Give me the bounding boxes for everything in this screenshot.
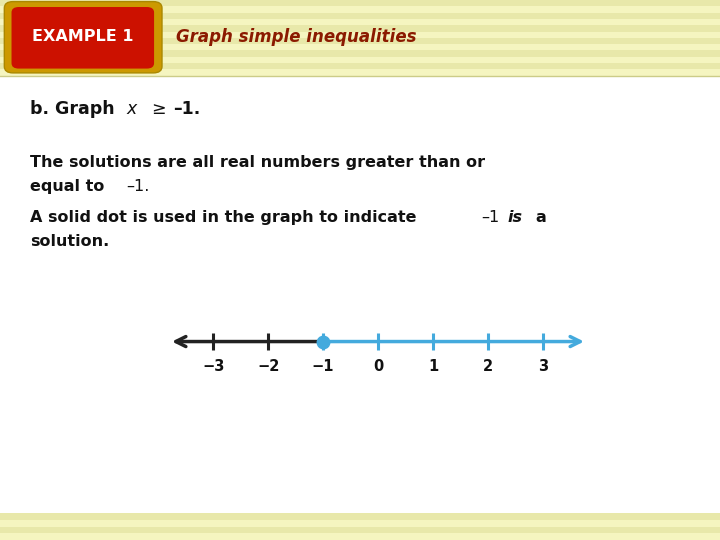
Text: equal to: equal to	[30, 179, 104, 194]
Text: solution.: solution.	[30, 234, 109, 249]
Bar	[0, 25, 720, 31]
Bar	[0, 6, 720, 12]
Text: A solid dot is used in the graph to indicate: A solid dot is used in the graph to indi…	[30, 210, 417, 225]
Bar	[0, 513, 720, 519]
Text: a: a	[536, 210, 546, 225]
Bar	[0, 526, 720, 534]
Text: The solutions are all real numbers greater than or: The solutions are all real numbers great…	[30, 154, 485, 170]
Bar	[0, 19, 720, 25]
Bar	[0, 519, 720, 526]
Text: EXAMPLE 1: EXAMPLE 1	[32, 29, 133, 44]
Text: 1: 1	[428, 359, 438, 374]
Text: −1: −1	[312, 359, 334, 374]
Bar	[0, 0, 720, 6]
Bar	[0, 38, 720, 44]
Bar	[0, 12, 720, 19]
Bar	[0, 76, 720, 518]
Bar	[0, 534, 720, 540]
Text: –1: –1	[481, 210, 499, 225]
Text: 3: 3	[538, 359, 548, 374]
Text: is: is	[508, 210, 523, 225]
Text: −3: −3	[202, 359, 225, 374]
Bar	[0, 50, 720, 57]
Bar	[0, 57, 720, 63]
Text: b. Graph: b. Graph	[30, 100, 121, 118]
Text: –1.: –1.	[173, 100, 200, 118]
Text: 2: 2	[483, 359, 493, 374]
Text: –1.: –1.	[126, 179, 149, 194]
Bar	[0, 69, 720, 76]
Bar	[0, 31, 720, 38]
FancyBboxPatch shape	[12, 7, 154, 69]
Text: 0: 0	[373, 359, 383, 374]
Text: Graph simple inequalities: Graph simple inequalities	[176, 28, 417, 46]
Text: −2: −2	[257, 359, 279, 374]
Text: $x$: $x$	[126, 100, 139, 118]
Text: $\geq$: $\geq$	[148, 100, 166, 118]
FancyBboxPatch shape	[4, 2, 162, 73]
Bar	[0, 44, 720, 50]
Bar	[0, 63, 720, 69]
